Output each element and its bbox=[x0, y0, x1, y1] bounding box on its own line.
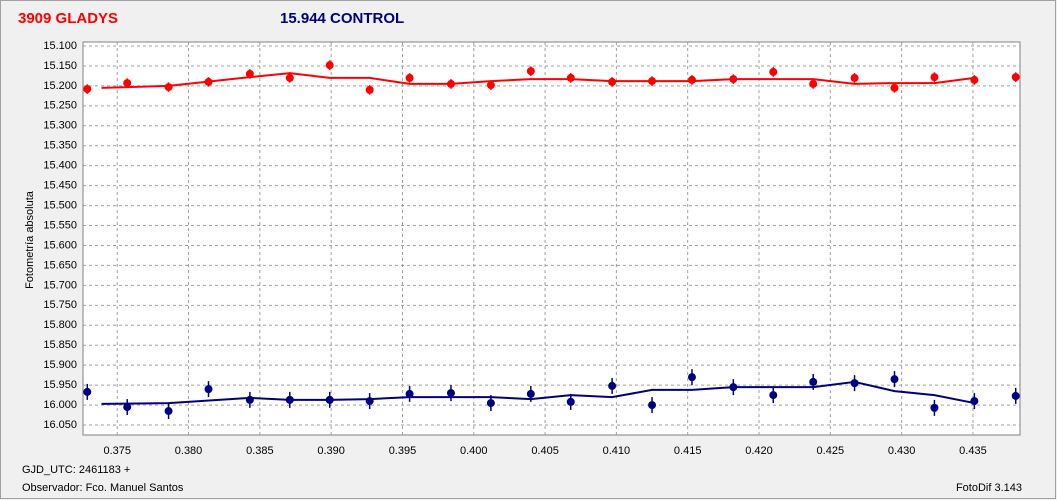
data-point bbox=[325, 395, 334, 404]
data-point bbox=[769, 67, 778, 76]
x-tick-label: 0.410 bbox=[603, 445, 631, 457]
data-point bbox=[446, 79, 455, 88]
x-tick-label: 0.380 bbox=[175, 445, 203, 457]
data-point bbox=[809, 79, 818, 88]
series-title: 3909 GLADYS bbox=[18, 10, 118, 27]
y-tick-label: 15.800 bbox=[43, 319, 77, 331]
y-tick-label: 15.600 bbox=[43, 239, 77, 251]
data-point bbox=[123, 79, 132, 88]
data-point bbox=[930, 403, 939, 412]
data-point bbox=[164, 83, 173, 92]
y-tick-label: 15.500 bbox=[43, 199, 77, 211]
footer-text: Observador: Fco. Manuel Santos bbox=[22, 482, 184, 494]
data-point bbox=[486, 81, 495, 90]
x-tick-label: 0.425 bbox=[817, 445, 845, 457]
series-title: 15.944 CONTROL bbox=[280, 10, 404, 27]
data-point bbox=[405, 73, 414, 82]
data-point bbox=[729, 383, 738, 392]
data-point bbox=[608, 77, 617, 86]
x-tick-label: 0.405 bbox=[531, 445, 559, 457]
x-tick-label: 0.375 bbox=[103, 445, 131, 457]
y-tick-label: 15.250 bbox=[43, 100, 77, 112]
data-point bbox=[608, 381, 617, 390]
data-point bbox=[687, 75, 696, 84]
data-point bbox=[970, 75, 979, 84]
data-point bbox=[970, 397, 979, 406]
y-axis-label: Fotometría absoluta bbox=[24, 190, 36, 289]
data-point bbox=[526, 67, 535, 76]
y-tick-label: 15.450 bbox=[43, 180, 77, 192]
footer-text: GJD_UTC: 2461183 + bbox=[22, 464, 130, 476]
x-tick-label: 0.385 bbox=[246, 445, 274, 457]
y-tick-label: 15.750 bbox=[43, 299, 77, 311]
x-tick-label: 0.420 bbox=[745, 445, 773, 457]
data-point bbox=[687, 373, 696, 382]
data-point bbox=[890, 375, 899, 384]
data-point bbox=[446, 389, 455, 398]
y-tick-label: 15.300 bbox=[43, 120, 77, 132]
data-point bbox=[325, 61, 334, 70]
data-point bbox=[285, 395, 294, 404]
data-point bbox=[566, 73, 575, 82]
y-tick-label: 15.950 bbox=[43, 379, 77, 391]
y-tick-label: 15.550 bbox=[43, 219, 77, 231]
data-point bbox=[890, 83, 899, 92]
data-point bbox=[1011, 73, 1020, 82]
x-tick-label: 0.430 bbox=[888, 445, 916, 457]
x-tick-label: 0.415 bbox=[674, 445, 702, 457]
data-point bbox=[245, 69, 254, 78]
y-tick-label: 16.050 bbox=[43, 419, 77, 431]
y-tick-label: 15.650 bbox=[43, 259, 77, 271]
x-tick-label: 0.400 bbox=[460, 445, 488, 457]
data-point bbox=[245, 395, 254, 404]
data-point bbox=[486, 399, 495, 408]
y-tick-label: 15.150 bbox=[43, 60, 77, 72]
x-tick-label: 0.435 bbox=[959, 445, 987, 457]
data-point bbox=[365, 85, 374, 94]
x-tick-label: 0.395 bbox=[389, 445, 417, 457]
data-point bbox=[365, 397, 374, 406]
data-point bbox=[566, 397, 575, 406]
x-tick-label: 0.390 bbox=[317, 445, 345, 457]
plot-area bbox=[82, 41, 1021, 436]
data-point bbox=[648, 77, 657, 86]
data-point bbox=[850, 73, 859, 82]
data-point bbox=[164, 407, 173, 416]
y-tick-label: 15.900 bbox=[43, 359, 77, 371]
data-point bbox=[809, 377, 818, 386]
data-point bbox=[729, 75, 738, 84]
data-point bbox=[83, 85, 92, 94]
software-label: FotoDif 3.143 bbox=[956, 482, 1022, 494]
y-tick-label: 15.100 bbox=[43, 40, 77, 52]
data-point bbox=[285, 73, 294, 82]
y-tick-label: 15.700 bbox=[43, 279, 77, 291]
data-point bbox=[123, 403, 132, 412]
data-point bbox=[769, 391, 778, 400]
data-point bbox=[204, 385, 213, 394]
data-point bbox=[83, 387, 92, 396]
data-point bbox=[930, 73, 939, 82]
data-point bbox=[850, 379, 859, 388]
y-tick-label: 15.350 bbox=[43, 140, 77, 152]
data-point bbox=[405, 389, 414, 398]
data-point bbox=[204, 77, 213, 86]
y-tick-label: 16.000 bbox=[43, 399, 77, 411]
data-point bbox=[526, 389, 535, 398]
y-tick-label: 15.200 bbox=[43, 80, 77, 92]
data-point bbox=[1011, 391, 1020, 400]
y-tick-label: 15.850 bbox=[43, 339, 77, 351]
data-point bbox=[648, 401, 657, 410]
y-tick-label: 15.400 bbox=[43, 160, 77, 172]
